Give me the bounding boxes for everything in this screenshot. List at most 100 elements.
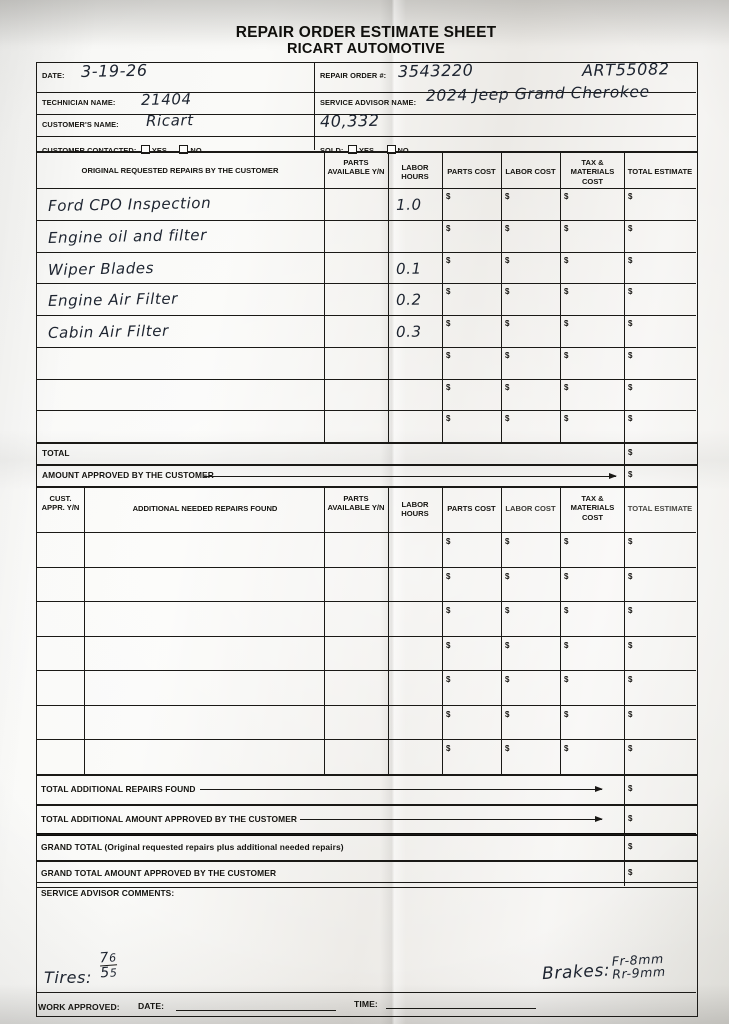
col-line-labor-hours: [388, 152, 390, 442]
totals-row-label: GRAND TOTAL AMOUNT APPROVED BY THE CUSTO…: [41, 868, 277, 878]
sold-label: SOLD:: [320, 146, 344, 155]
currency-symbol: $: [446, 675, 451, 685]
col-line-parts-avail: [324, 152, 326, 442]
brakes-rear-reading: Rr-9mm: [611, 963, 667, 982]
currency-symbol: $: [505, 744, 510, 754]
currency-symbol: $: [564, 223, 569, 233]
additional-row-rule: [36, 601, 696, 603]
original-header-rule: [36, 188, 696, 190]
comments-box: [36, 882, 698, 1017]
currency-symbol: $: [446, 255, 451, 265]
sold-no-checkbox[interactable]: [386, 145, 396, 154]
sold-yes-label: YES: [358, 146, 375, 155]
stock-number-value[interactable]: ART55082: [581, 59, 670, 80]
tires-rear-reading: 55: [100, 964, 119, 982]
amount-approved-row: [36, 464, 698, 488]
original-row-rule: [36, 346, 696, 348]
currency-symbol: $: [446, 287, 451, 297]
totals-row-label: TOTAL ADDITIONAL AMOUNT APPROVED BY THE …: [41, 814, 298, 824]
repair-description[interactable]: Wiper Blades: [47, 258, 155, 279]
totals-row-label: GRAND TOTAL (Original requested repairs …: [41, 842, 344, 852]
currency-symbol: $: [564, 640, 569, 650]
totals-row-arrow: [200, 785, 603, 792]
repair-order-form: REPAIR ORDER ESTIMATE SHEET RICART AUTOM…: [36, 24, 698, 1017]
col-header-total-estimate: TOTAL ESTIMATE: [627, 167, 693, 176]
repair-order-value[interactable]: 3543220: [397, 60, 474, 81]
currency-symbol: $: [505, 571, 510, 581]
mileage-value[interactable]: 40,332: [319, 110, 380, 131]
comments-rule: [36, 992, 696, 994]
col-line-labor-cost: [501, 152, 503, 442]
tires-note[interactable]: Tires: 76 55: [44, 950, 118, 988]
labor-hours-value[interactable]: 1.0: [395, 195, 422, 214]
original-row-rule: [36, 378, 696, 380]
currency-symbol: $: [446, 319, 451, 328]
currency-symbol: $: [505, 640, 510, 650]
add-col-header-cust-appr: CUST. APPR. Y/N: [41, 494, 80, 512]
currency-symbol: $: [505, 223, 510, 233]
currency-symbol: $: [505, 414, 510, 424]
additional-row-rule: [36, 566, 696, 568]
col-header-tax-materials: TAX & MATERIALS COST: [570, 158, 615, 186]
currency-symbol: $: [628, 287, 633, 297]
repair-description[interactable]: Engine oil and filter: [47, 225, 208, 247]
totals-col-line: [624, 834, 626, 860]
technician-name-value[interactable]: 21404: [140, 90, 192, 109]
currency-symbol: $: [564, 255, 569, 265]
currency-symbol: $: [628, 571, 633, 581]
currency-symbol: $: [628, 223, 633, 233]
customer-name-value[interactable]: Ricart: [145, 111, 194, 130]
service-advisor-comments-label: SERVICE ADVISOR COMMENTS:: [41, 888, 175, 898]
currency-symbol: $: [564, 414, 569, 424]
currency-symbol: $: [628, 606, 633, 616]
add-col-header-parts-cost: PARTS COST: [447, 504, 496, 513]
currency-symbol: $: [564, 571, 569, 581]
col-header-parts-cost: PARTS COST: [447, 167, 496, 176]
totals-currency-symbol: $: [628, 814, 633, 823]
brakes-note[interactable]: Brakes: Fr-8mm Rr-9mm: [542, 951, 667, 984]
col-line-total-estimate: [624, 152, 626, 442]
currency-symbol: $: [505, 606, 510, 616]
currency-symbol: $: [446, 606, 451, 616]
currency-symbol: $: [628, 350, 633, 360]
customer-contacted-no-checkbox[interactable]: [179, 145, 189, 154]
customer-name-label: CUSTOMER'S NAME:: [42, 120, 119, 129]
header-divider: [314, 62, 316, 150]
repair-description[interactable]: Cabin Air Filter: [47, 321, 169, 342]
date-value[interactable]: 3-19-26: [80, 60, 148, 81]
currency-symbol: $: [628, 382, 633, 392]
labor-hours-value[interactable]: 0.2: [395, 290, 422, 310]
currency-symbol: $: [628, 192, 633, 201]
currency-symbol: $: [564, 382, 569, 392]
add-col-line-parts-cost: [442, 486, 444, 774]
currency-symbol: $: [628, 537, 633, 546]
totals-col-line: [624, 804, 626, 834]
labor-hours-value[interactable]: 0.3: [395, 322, 422, 341]
footer-time-input-line[interactable]: [386, 1008, 536, 1010]
currency-symbol: $: [628, 255, 633, 265]
original-row-rule: [36, 219, 696, 221]
currency-symbol: $: [446, 414, 451, 424]
labor-hours-value[interactable]: 0.1: [395, 259, 422, 278]
totals-col-line: [624, 860, 626, 886]
footer-date-input-line[interactable]: [176, 1010, 336, 1012]
additional-header-rule: [36, 532, 696, 534]
amount-approved-currency: $: [628, 470, 633, 479]
currency-symbol: $: [446, 350, 451, 360]
customer-contacted-yes-label: YES: [151, 146, 167, 155]
col-header-labor-cost: LABOR COST: [505, 167, 556, 176]
currency-symbol: $: [446, 744, 451, 754]
repair-description[interactable]: Engine Air Filter: [47, 289, 179, 311]
currency-symbol: $: [505, 319, 510, 328]
currency-symbol: $: [564, 709, 569, 719]
repair-description[interactable]: Ford CPO Inspection: [47, 193, 212, 215]
add-col-header-tax-materials: TAX & MATERIALS COST: [570, 494, 615, 522]
add-col-header-labor-cost: LABOR COST: [505, 504, 556, 513]
sold-yes-checkbox[interactable]: [347, 145, 357, 154]
col-line-parts-cost: [442, 152, 444, 442]
header-rule-2: [36, 114, 696, 116]
customer-contacted-yes-checkbox[interactable]: [140, 145, 150, 154]
original-row-rule: [36, 315, 696, 317]
